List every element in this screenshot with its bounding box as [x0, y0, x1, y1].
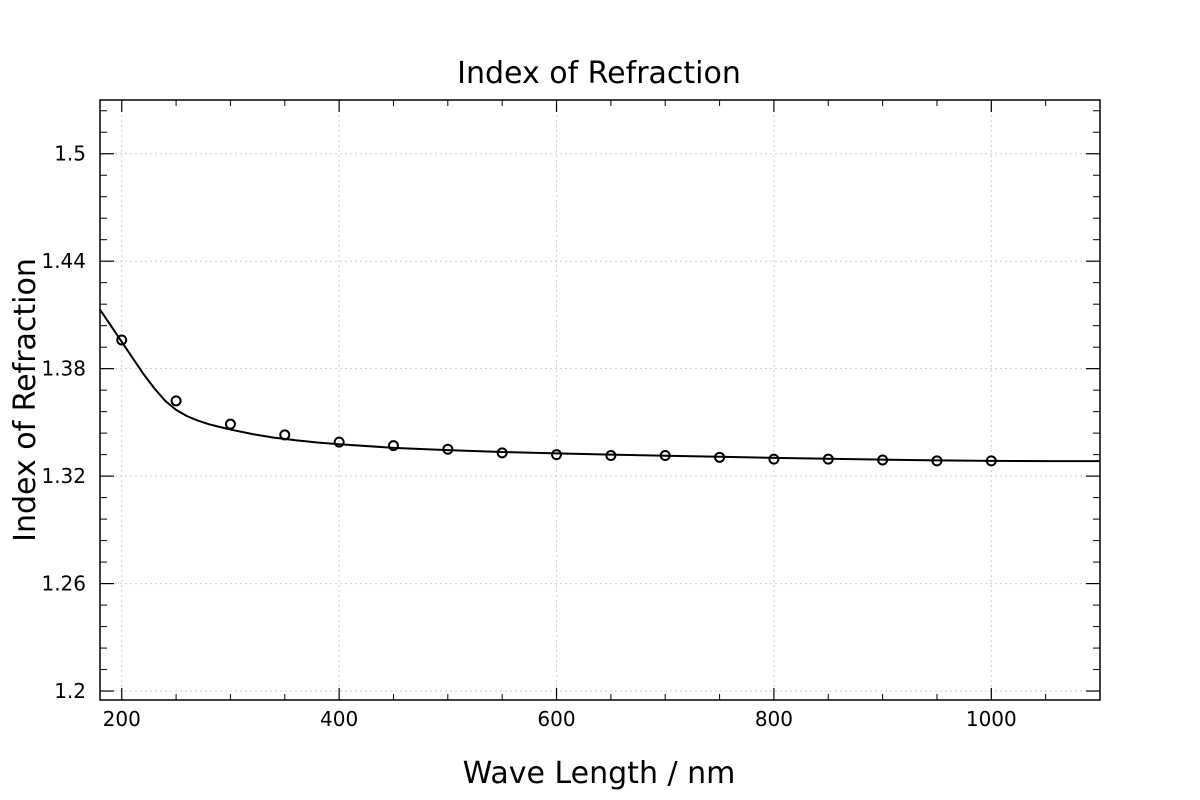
data-point — [333, 436, 345, 448]
data-point — [714, 451, 726, 463]
chart-title: Index of Refraction — [457, 56, 741, 91]
major-tick-layer — [100, 100, 1100, 700]
x-axis-title: Wave Length / nm — [463, 756, 736, 791]
y-tick-label: 1.32 — [41, 464, 86, 488]
y-tick-label: 1.26 — [41, 572, 86, 596]
y-tick-label: 1.44 — [41, 249, 86, 273]
data-point — [224, 418, 236, 430]
data-point — [442, 443, 454, 455]
data-layer — [99, 308, 1100, 467]
grid-layer — [100, 100, 1100, 700]
y-tick-label: 1.2 — [54, 679, 86, 703]
data-point — [387, 440, 399, 452]
y-axis-title: Index of Refraction — [8, 258, 43, 542]
y-tick-labels: 1.2 1.26 1.32 1.38 1.44 1.5 — [41, 142, 86, 703]
data-point — [551, 449, 563, 461]
x-tick-label: 400 — [320, 707, 358, 731]
y-tick-label: 1.38 — [41, 357, 86, 381]
plot-frame — [99, 99, 1101, 701]
data-point — [116, 334, 128, 346]
x-tick-label: 800 — [755, 707, 793, 731]
data-point — [768, 453, 780, 465]
data-point — [496, 447, 508, 459]
y-tick-label: 1.5 — [54, 142, 86, 166]
x-tick-label: 600 — [537, 707, 575, 731]
data-point — [877, 454, 889, 466]
x-tick-labels: 200 400 600 800 1000 — [103, 707, 1017, 731]
data-point — [985, 455, 997, 467]
fit-curve — [99, 308, 1100, 463]
x-tick-label: 1000 — [966, 707, 1017, 731]
data-point — [822, 453, 834, 465]
data-point — [170, 395, 182, 407]
x-tick-label: 200 — [103, 707, 141, 731]
data-point — [279, 429, 291, 441]
data-point — [659, 450, 671, 462]
data-point — [931, 455, 943, 467]
data-point — [605, 450, 617, 462]
minor-tick-layer — [100, 100, 1101, 700]
